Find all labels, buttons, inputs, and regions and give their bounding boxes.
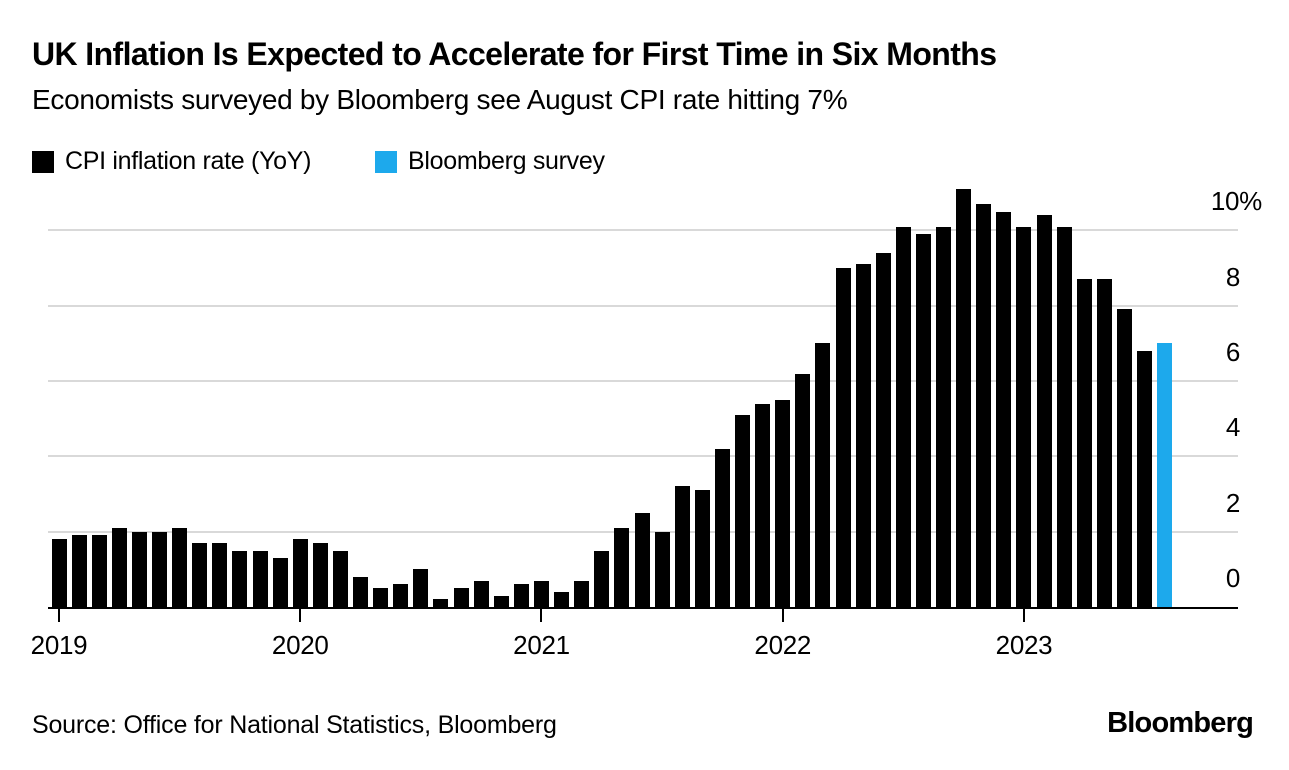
bar-2019-02 <box>71 535 87 607</box>
bar-2019-01 <box>51 539 67 607</box>
bar-2021-09 <box>694 490 710 607</box>
bar-2023-07 <box>1137 350 1153 607</box>
bar-2021-08 <box>674 486 690 607</box>
bar-2020-02 <box>312 542 328 607</box>
bar-2022-06 <box>875 252 891 607</box>
bar-2023-01 <box>1016 226 1032 607</box>
x-axis-tick-2020 <box>299 609 302 622</box>
y-axis-label-6: 6 <box>1225 337 1240 368</box>
bar-2023-08 <box>1157 343 1173 607</box>
bar-2020-07 <box>413 569 429 607</box>
bar-2022-09 <box>936 226 952 607</box>
x-axis-label-2019: 2019 <box>30 630 88 660</box>
y-axis-label-2: 2 <box>1225 487 1240 518</box>
bar-2020-01 <box>292 539 308 607</box>
x-axis-label-2023: 2023 <box>995 630 1053 660</box>
bar-2022-03 <box>815 343 831 607</box>
bar-2019-08 <box>192 542 208 607</box>
bar-2020-10 <box>473 580 489 607</box>
bar-2022-11 <box>976 204 992 607</box>
bar-2022-07 <box>895 226 911 607</box>
bloomberg-logo: Bloomberg <box>1107 707 1254 739</box>
bar-2020-09 <box>453 588 469 607</box>
gridline-10 <box>48 229 1238 232</box>
bar-2020-08 <box>433 599 449 607</box>
source-note: Source: Office for National Statistics, … <box>32 711 557 739</box>
bar-2019-12 <box>272 558 288 607</box>
bar-2019-04 <box>111 527 127 607</box>
bar-2023-04 <box>1076 279 1092 607</box>
bar-2021-10 <box>714 448 730 607</box>
bar-2019-07 <box>172 527 188 607</box>
chart-subtitle: Economists surveyed by Bloomberg see Aug… <box>32 84 848 115</box>
bar-2019-03 <box>91 535 107 607</box>
legend-label-survey: Bloomberg survey <box>408 147 605 175</box>
bar-2020-05 <box>373 588 389 607</box>
bar-2020-06 <box>393 584 409 607</box>
bar-2019-11 <box>252 550 268 607</box>
x-axis-label-2022: 2022 <box>754 630 812 660</box>
bar-2023-05 <box>1096 279 1112 607</box>
bar-2021-06 <box>634 512 650 607</box>
bar-2021-01 <box>533 580 549 607</box>
bar-2019-09 <box>212 542 228 607</box>
bar-2021-05 <box>614 527 630 607</box>
bar-2023-02 <box>1036 215 1052 607</box>
bar-2020-03 <box>332 550 348 607</box>
x-axis-tick-2023 <box>1022 609 1025 622</box>
x-axis-label-2020: 2020 <box>271 630 329 660</box>
x-axis-label-2021: 2021 <box>513 630 570 660</box>
chart-title: UK Inflation Is Expected to Accelerate f… <box>32 36 997 72</box>
bar-2023-06 <box>1117 309 1132 607</box>
bar-2019-05 <box>131 531 147 607</box>
x-axis-tick-2022 <box>781 609 784 622</box>
bar-2021-12 <box>755 403 771 607</box>
bar-2022-10 <box>956 188 972 607</box>
bar-2020-04 <box>353 576 369 607</box>
bar-2021-04 <box>594 550 610 607</box>
legend-item-survey: Bloomberg survey <box>375 147 605 176</box>
legend-item-cpi: CPI inflation rate (YoY) <box>32 147 311 176</box>
gridline-8 <box>48 304 1238 307</box>
bar-2021-11 <box>735 414 751 607</box>
y-axis-label-10%: 10% <box>1210 186 1262 217</box>
y-axis-label-0: 0 <box>1225 563 1240 593</box>
bar-2022-04 <box>835 268 851 607</box>
bar-2022-08 <box>915 234 931 607</box>
bar-2022-12 <box>996 211 1012 607</box>
y-axis-label-8: 8 <box>1225 261 1240 292</box>
bar-2022-02 <box>795 373 811 607</box>
cpi-series-swatch-icon <box>32 150 54 173</box>
bar-2019-06 <box>152 531 168 607</box>
legend-label-cpi: CPI inflation rate (YoY) <box>65 147 312 175</box>
survey-series-swatch-icon <box>375 150 397 173</box>
bar-2021-02 <box>554 591 570 607</box>
bar-2020-12 <box>513 584 529 607</box>
x-axis-tick-2021 <box>540 609 543 622</box>
x-axis-line <box>48 607 1238 609</box>
bar-2019-10 <box>232 550 248 607</box>
bar-2020-11 <box>493 595 509 607</box>
x-axis-tick-2019 <box>58 609 60 622</box>
y-axis-label-4: 4 <box>1225 412 1240 443</box>
gridline-4 <box>48 455 1238 458</box>
bar-2021-07 <box>654 531 670 607</box>
bar-2021-03 <box>574 580 590 607</box>
gridline-6 <box>48 380 1238 383</box>
bar-2022-05 <box>855 264 871 607</box>
bar-2022-01 <box>775 399 791 607</box>
bar-2023-03 <box>1056 226 1072 607</box>
